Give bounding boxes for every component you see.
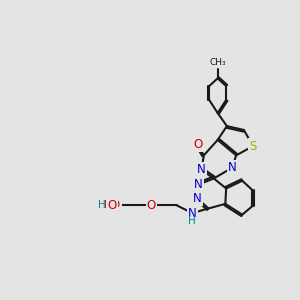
- Text: N: N: [188, 207, 197, 220]
- Text: CH₃: CH₃: [209, 58, 226, 67]
- Text: N: N: [197, 164, 206, 176]
- Text: H: H: [98, 200, 106, 210]
- Text: N: N: [228, 161, 237, 174]
- Text: N: N: [194, 178, 203, 191]
- Text: O: O: [147, 199, 156, 212]
- Text: H: H: [188, 216, 196, 226]
- Text: N: N: [193, 192, 202, 205]
- Text: O: O: [193, 138, 202, 151]
- Text: HO: HO: [103, 200, 121, 210]
- Text: O: O: [107, 199, 117, 212]
- Text: S: S: [249, 140, 257, 153]
